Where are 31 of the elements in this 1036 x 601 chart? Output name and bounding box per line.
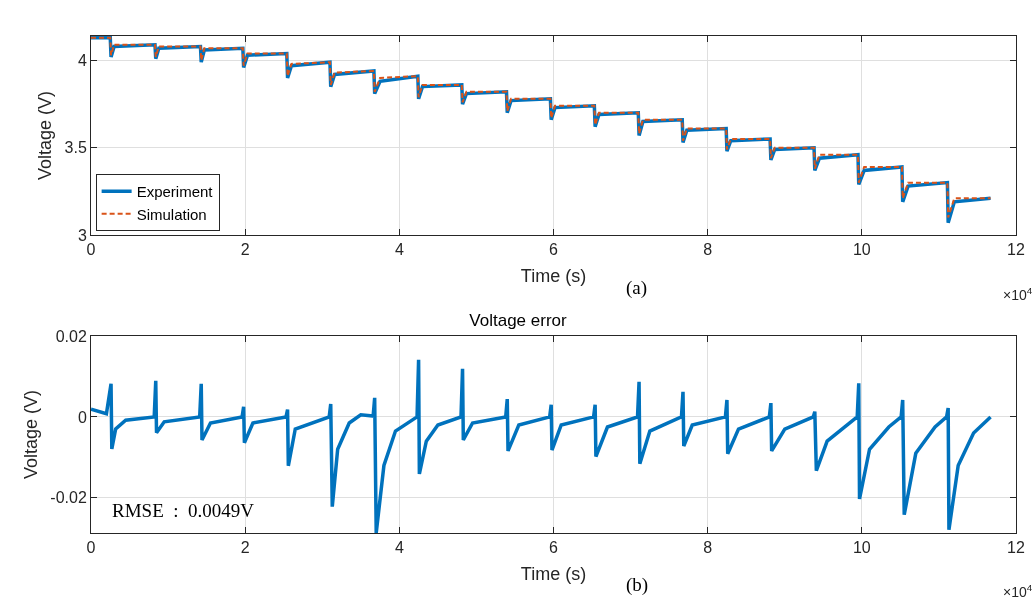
x-tick-label: 12 xyxy=(1007,241,1025,259)
y-tick-label: 3.5 xyxy=(64,139,87,157)
x-tick-label: 6 xyxy=(549,241,559,259)
y-tick-label: 0 xyxy=(77,408,87,426)
x-tick-label: 6 xyxy=(549,539,559,557)
text: (b) xyxy=(626,574,649,596)
x-tick-label: 12 xyxy=(1007,539,1025,557)
x-tick-label: 8 xyxy=(703,539,713,557)
legend-label: Simulation xyxy=(136,205,207,223)
x-axis-title: Time (s) xyxy=(520,564,587,585)
x-tick-label: 8 xyxy=(703,241,713,259)
x-axis-title: Time (s) xyxy=(520,266,587,287)
legend-label: Experiment xyxy=(136,183,214,201)
y-tick-label: 4 xyxy=(77,52,87,70)
annotation: RMSE : 0.0049V xyxy=(112,500,255,521)
x-tick-label: 10 xyxy=(852,241,871,259)
y-axis-title: Voltage (V) xyxy=(34,90,55,181)
x-tick-label: 4 xyxy=(394,241,404,259)
y-axis-title: Voltage (V) xyxy=(20,389,41,480)
text: ×10$^{4}$ xyxy=(1003,285,1033,303)
x-tick-label: 10 xyxy=(852,539,871,557)
y-tick-label: -0.02 xyxy=(50,489,87,507)
chart-title: Voltage error xyxy=(469,311,567,331)
y-tick-label: 3 xyxy=(77,226,87,244)
line-series xyxy=(91,358,993,533)
text: ×10$^{4}$ xyxy=(1003,582,1033,600)
x-tick-label: 2 xyxy=(240,539,250,557)
x-tick-label: 4 xyxy=(394,539,404,557)
text: (a) xyxy=(626,277,648,299)
y-tick-label: 0.02 xyxy=(55,327,87,345)
x-tick-label: 2 xyxy=(240,241,250,259)
